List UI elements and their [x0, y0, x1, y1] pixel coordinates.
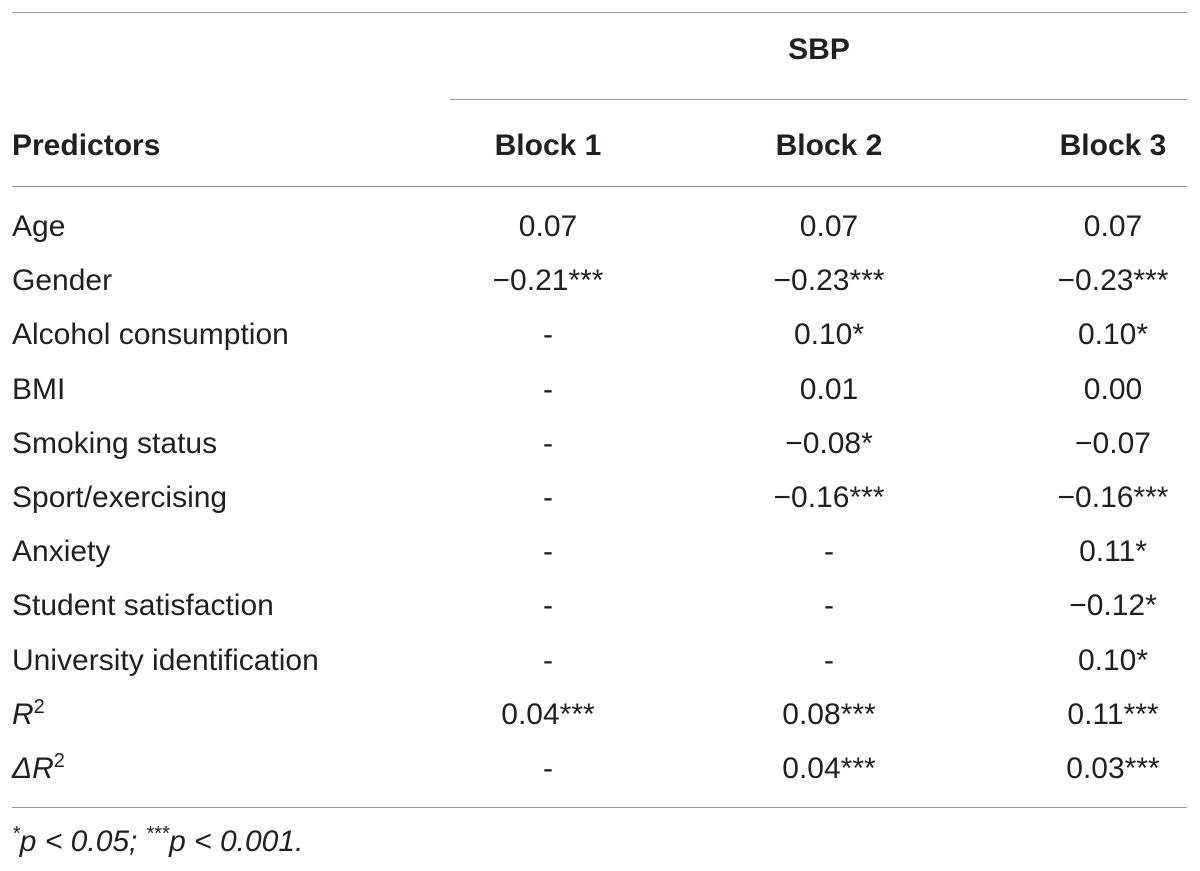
- row-label-text: Student satisfaction: [12, 589, 274, 622]
- header-rule: [12, 186, 1187, 187]
- table-cell-block-2: 0.01: [799, 373, 859, 406]
- table-cell-block-2: 0.04***: [782, 752, 876, 785]
- row-label-text: Smoking status: [12, 427, 218, 460]
- row-label-text: Gender: [12, 264, 113, 297]
- table-cell-block-3: 0.11*: [1079, 535, 1147, 568]
- table-footnote: *p < 0.05; ***p < 0.001.: [12, 824, 303, 860]
- group-header-sbp: SBP: [788, 33, 850, 66]
- table-cell-block-3: −0.23***: [1057, 264, 1169, 297]
- table-cell-block-1: -: [543, 589, 553, 622]
- row-label-text: R: [12, 698, 34, 731]
- bottom-rule: [12, 807, 1187, 808]
- table-row-label: Smoking status: [12, 426, 217, 462]
- top-rule: [12, 12, 1187, 13]
- row-label-text: Anxiety: [12, 535, 111, 568]
- table-cell-block-2: -: [824, 535, 834, 568]
- table-row-label: Gender: [12, 263, 112, 299]
- row-label-text: Alcohol consumption: [12, 318, 289, 351]
- table-cell-block-2: −0.08*: [785, 427, 873, 460]
- table-cell-block-3: −0.07: [1075, 427, 1151, 460]
- table-cell-block-1: -: [543, 373, 553, 406]
- footnote-marker-1: *: [12, 823, 20, 845]
- table-row-label: ΔR2: [12, 751, 65, 787]
- table-cell-block-3: 0.07: [1083, 210, 1143, 243]
- table-cell-block-1: −0.21***: [492, 264, 604, 297]
- row-label-superscript: 2: [53, 750, 65, 772]
- row-label-text: Sport/exercising: [12, 481, 228, 514]
- row-label-text: BMI: [12, 373, 66, 406]
- table-cell-block-3: −0.16***: [1057, 481, 1169, 514]
- table-cell-block-2: 0.08***: [782, 698, 876, 731]
- table-cell-block-1: 0.04***: [501, 698, 595, 731]
- table-cell-block-3: 0.00: [1083, 373, 1143, 406]
- column-header-block-3: Block 3: [1059, 129, 1167, 162]
- group-rule: [450, 99, 1187, 100]
- table-cell-block-2: −0.16***: [773, 481, 885, 514]
- table-cell-block-2: 0.10*: [793, 318, 865, 351]
- table-row-label: Anxiety: [12, 534, 110, 570]
- row-label-text: University identification: [12, 644, 319, 677]
- column-header-block-2: Block 2: [775, 129, 883, 162]
- column-header-predictors: Predictors: [12, 129, 161, 162]
- row-label-text: ΔR: [12, 752, 54, 785]
- table-cell-block-3: 0.10*: [1077, 318, 1149, 351]
- table-cell-block-2: -: [824, 589, 834, 622]
- table-row-label: BMI: [12, 372, 65, 408]
- table-row-label: University identification: [12, 643, 319, 679]
- footnote-marker-2: ***: [145, 823, 170, 845]
- row-label-superscript: 2: [33, 696, 45, 718]
- table-cell-block-1: 0.07: [518, 210, 578, 243]
- table-cell-block-2: -: [824, 644, 834, 677]
- table-row-label: R2: [12, 697, 45, 733]
- table-row-label: Alcohol consumption: [12, 317, 289, 353]
- column-header-block-1: Block 1: [494, 129, 602, 162]
- row-label-text: Age: [12, 210, 66, 243]
- table-row-label: Student satisfaction: [12, 588, 274, 624]
- table-cell-block-3: 0.11***: [1067, 698, 1159, 731]
- table-cell-block-1: -: [543, 427, 553, 460]
- table-cell-block-1: -: [543, 481, 553, 514]
- footnote-text-1: p < 0.05;: [19, 825, 146, 858]
- table-cell-block-1: -: [543, 752, 553, 785]
- table-cell-block-3: 0.03***: [1066, 752, 1160, 785]
- table-cell-block-1: -: [543, 535, 553, 568]
- table-row-label: Sport/exercising: [12, 480, 227, 516]
- table-cell-block-2: 0.07: [799, 210, 859, 243]
- table-cell-block-3: −0.12*: [1069, 589, 1157, 622]
- table-cell-block-3: 0.10*: [1077, 644, 1149, 677]
- footnote-text-2: p < 0.001.: [169, 825, 304, 858]
- table-cell-block-1: -: [543, 318, 553, 351]
- table-row-label: Age: [12, 209, 65, 245]
- table-cell-block-2: −0.23***: [773, 264, 885, 297]
- table-cell-block-1: -: [543, 644, 553, 677]
